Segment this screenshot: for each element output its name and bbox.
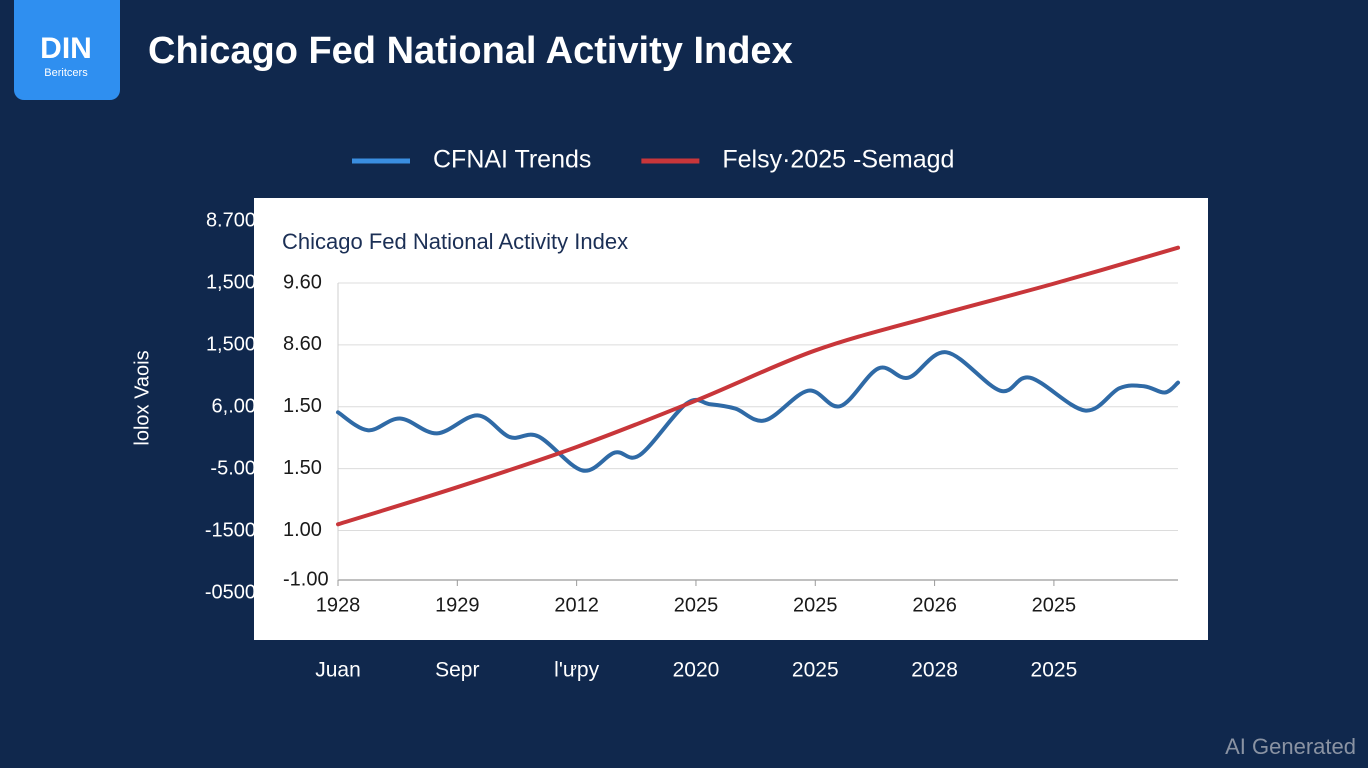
outer-y-tick-label: 6,.00 [212, 395, 256, 417]
outer-y-tick-label: -5.00 [210, 457, 256, 479]
y-tick-label: 9.60 [283, 271, 322, 293]
x-tick-label: 1929 [435, 594, 480, 616]
outer-y-tick-label: -1500 [205, 519, 256, 541]
legend-label: CFNAI Trends [433, 146, 591, 174]
outer-y-tick-label: 1,500 [206, 271, 256, 293]
outer-y-tick-label: 1,500 [206, 333, 256, 355]
outer-x-tick-label: 2025 [1031, 659, 1078, 682]
y-tick-label: 1.00 [283, 519, 322, 541]
x-tick-label: 2026 [912, 594, 957, 616]
outer-x-tick-label: Juan [315, 659, 361, 682]
x-tick-label: 2025 [1032, 594, 1077, 616]
page-title: Chicago Fed National Activity Index [148, 30, 793, 72]
chart-title: Chicago Fed National Activity Index [282, 229, 628, 254]
chart-panel [254, 198, 1208, 640]
y-tick-label: 1.50 [283, 457, 322, 479]
x-tick-label: 1928 [316, 594, 361, 616]
series-line [336, 245, 1180, 527]
y-tick-label: 1.50 [283, 395, 322, 417]
logo-mark: DIN [40, 32, 92, 65]
y-tick-label: 8.60 [283, 333, 322, 355]
watermark: AI Generated [1225, 734, 1356, 759]
outer-x-tick-label: 2025 [792, 659, 839, 682]
outer-x-tick-label: 2020 [673, 659, 720, 682]
y-tick-label: -1.00 [283, 568, 329, 590]
x-tick-label: 2012 [554, 594, 599, 616]
x-tick-label: 2025 [674, 594, 719, 616]
outer-x-tick-label: Sepr [435, 659, 479, 682]
x-tick-label: 2025 [793, 594, 838, 616]
outer-y-tick-label: 8.700 [206, 209, 256, 231]
legend-label: Felsy·2025 -Semagd [722, 146, 954, 174]
series-line [336, 350, 1180, 473]
outer-x-tick-label: l'ưpy [554, 659, 599, 682]
logo-box [14, 0, 120, 100]
outer-y-tick-label: -0500 [205, 581, 256, 603]
outer-x-tick-label: 2028 [911, 659, 958, 682]
logo-text: Beritcers [44, 67, 88, 79]
y-axis-label: lolox Vaois [131, 350, 153, 445]
